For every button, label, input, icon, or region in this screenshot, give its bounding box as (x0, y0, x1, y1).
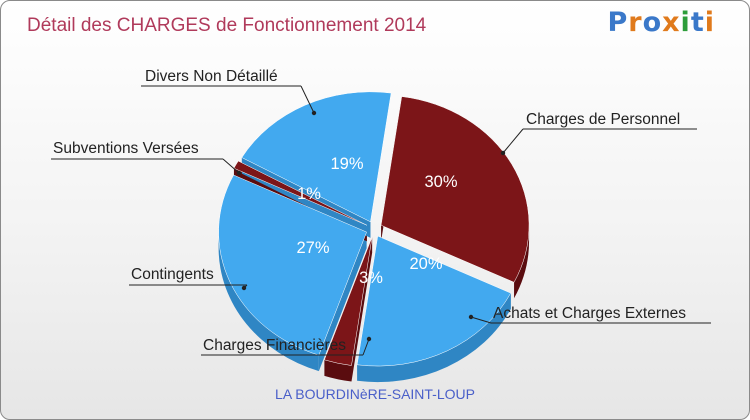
leader-dot (311, 110, 317, 116)
leader-line (300, 85, 315, 114)
slice-percent: 3% (359, 269, 383, 287)
pie-slice-achats-et-charges-externes (356, 235, 512, 367)
leader-line (502, 128, 524, 154)
pie-slice-side (514, 225, 530, 299)
leader-line (222, 158, 240, 174)
logo-letter: x (662, 7, 681, 38)
proxiti-logo: Proxiti (607, 7, 715, 38)
pie-slice-charges-financi-res (324, 236, 373, 366)
pie-slice-charges-de-personnel (380, 96, 530, 283)
chart-title: Détail des CHARGES de Fonctionnement 201… (27, 15, 427, 36)
leader-dot (366, 336, 372, 342)
slice-percent: 19% (330, 155, 363, 173)
logo-letter: i (704, 7, 715, 38)
category-label: Divers Non Détaillé (145, 68, 278, 85)
slice-percent: 1% (297, 185, 321, 203)
pie-slice-side (357, 293, 511, 383)
pie-slice-divers-non-d-taill- (241, 91, 392, 223)
leader-dot (500, 150, 506, 156)
slice-percent: 20% (409, 255, 442, 273)
category-label: Charges de Personnel (526, 111, 680, 128)
slice-percent: 27% (296, 239, 329, 257)
logo-letter: o (642, 7, 663, 38)
logo-letter: r (628, 7, 643, 38)
town-name: LA BOURDINèRE-SAINT-LOUP (275, 386, 475, 402)
pie-slice-side (218, 232, 319, 372)
category-label: Contingents (131, 266, 214, 283)
pie-slice-contingents (218, 174, 367, 356)
category-label: Charges Financières (203, 337, 346, 354)
category-label: Achats et Charges Externes (493, 305, 686, 322)
pie-slice-edge (318, 232, 367, 372)
logo-letter: t (690, 7, 705, 38)
leader-dot (241, 285, 247, 291)
leader-line (362, 338, 370, 356)
logo-letter: P (607, 7, 629, 38)
leader-dot (468, 314, 474, 320)
category-label: Subventions Versées (53, 140, 199, 157)
slice-percent: 30% (424, 173, 457, 191)
pie-slice-side (324, 359, 352, 382)
pie-slice-edge (351, 236, 373, 382)
leader-dot (236, 170, 242, 176)
logo-letter: i (680, 7, 691, 38)
leader-line (470, 316, 492, 324)
